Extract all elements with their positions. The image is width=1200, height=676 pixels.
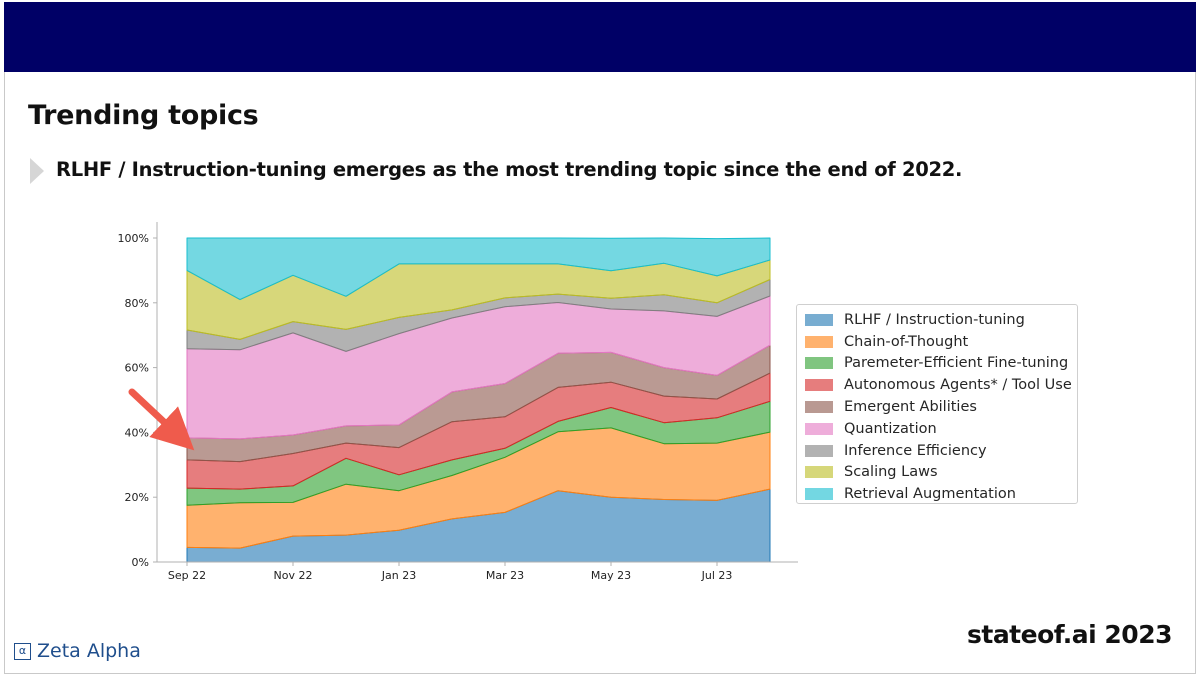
legend-label: Retrieval Augmentation	[844, 486, 1016, 503]
legend-label: Inference Efficiency	[844, 442, 987, 459]
x-tick-label: Nov 22	[274, 569, 313, 582]
legend-item: Scaling Laws	[805, 462, 1077, 484]
chart-legend: RLHF / Instruction-tuning Chain-of-Though…	[796, 304, 1078, 504]
x-tick-label: Jan 23	[381, 569, 416, 582]
legend-swatch	[805, 444, 833, 457]
legend-label: Scaling Laws	[844, 464, 938, 481]
brand-text: stateof.ai 2023	[966, 620, 1173, 649]
arrow-to-band	[128, 388, 195, 451]
legend-label: Autonomous Agents* / Tool Use	[844, 377, 1072, 394]
legend-swatch	[805, 488, 833, 501]
legend-label: Chain-of-Thought	[844, 333, 969, 350]
legend-swatch	[805, 357, 833, 370]
legend-item: Emergent Abilities	[805, 396, 1077, 418]
legend-item: Autonomous Agents* / Tool Use	[805, 374, 1077, 396]
legend-item: Retrieval Augmentation	[805, 483, 1077, 505]
legend-swatch	[805, 313, 833, 326]
y-tick-label: 80%	[125, 297, 149, 310]
y-tick-label: 100%	[118, 232, 149, 245]
legend-label: Emergent Abilities	[844, 399, 977, 416]
x-tick-label: Sep 22	[168, 569, 206, 582]
legend-item: Chain-of-Thought	[805, 331, 1077, 353]
legend-label: RLHF / Instruction-tuning	[844, 311, 1025, 328]
zeta-alpha-logo: α Zeta Alpha	[14, 640, 141, 662]
legend-label: Quantization	[844, 420, 937, 437]
y-tick-label: 0%	[132, 556, 149, 569]
legend-swatch	[805, 401, 833, 414]
logo-text: Zeta Alpha	[37, 640, 141, 662]
x-tick-label: May 23	[591, 569, 631, 582]
legend-swatch	[805, 466, 833, 479]
header-band	[4, 2, 1196, 72]
y-tick-label: 40%	[125, 426, 149, 439]
bullet-chevron-icon	[30, 158, 44, 184]
legend-item: Paremeter-Efficient Fine-tuning	[805, 353, 1077, 375]
zeta-alpha-logo-icon: α	[14, 642, 31, 660]
legend-swatch	[805, 422, 833, 435]
y-tick-label: 20%	[125, 491, 149, 504]
legend-label: Paremeter-Efficient Fine-tuning	[844, 355, 1069, 372]
x-tick-label: Mar 23	[486, 569, 524, 582]
legend-item: RLHF / Instruction-tuning	[805, 309, 1077, 331]
legend-swatch	[805, 379, 833, 392]
legend-swatch	[805, 335, 833, 348]
area-retrieval-augmentation	[186, 237, 771, 301]
legend-item: Quantization	[805, 418, 1077, 440]
legend-item: Inference Efficiency	[805, 440, 1077, 462]
y-tick-label: 60%	[125, 362, 149, 375]
x-tick-label: Jul 23	[701, 569, 733, 582]
slide-subtitle: RLHF / Instruction-tuning emerges as the…	[56, 158, 963, 181]
slide-title: Trending topics	[28, 100, 259, 131]
